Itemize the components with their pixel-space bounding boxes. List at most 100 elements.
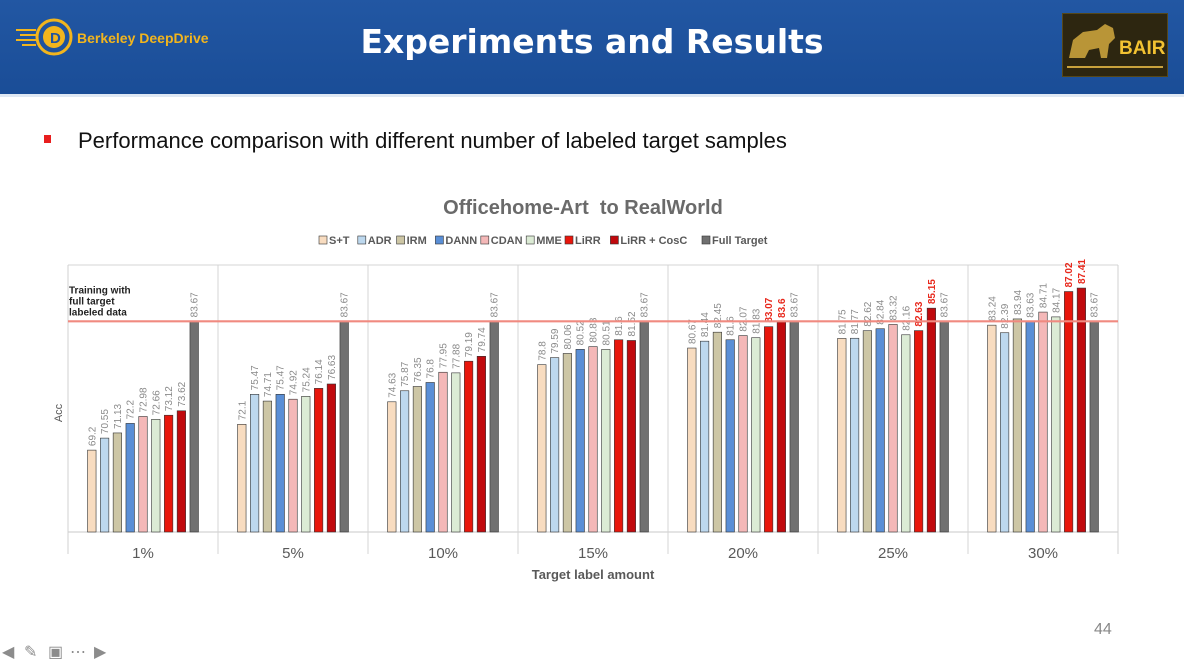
bar [626,340,636,533]
previous-slide-icon[interactable]: ◀ [2,644,15,661]
data-label: 82.84 [876,299,887,324]
x-tick-label: 30% [1028,545,1058,562]
chart-legend: S+T ADR IRM DANN CDAN MME LiRR LiRR + CosC Full … [318,235,768,247]
x-axis-label: Target label amount [532,567,655,582]
more-options-icon[interactable]: ⋯ [70,644,86,661]
slides-icon[interactable]: ▣ [48,644,64,661]
data-label: 83.24 [987,296,998,321]
legend-entry: LiRR + CosC [620,235,687,247]
bar [987,324,997,533]
data-label: 82.62 [863,301,874,326]
data-label: 83.07 [764,297,775,322]
deepdrive-logo-icon: D [16,18,73,56]
data-label: 81.6 [726,316,737,336]
bar [387,401,397,533]
bar [588,346,598,533]
chart-title: Officehome-Art to RealWorld [443,197,723,219]
bar [537,364,547,533]
bar [1064,291,1074,533]
legend-entry: CDAN [491,235,523,247]
y-axis-label: Acc [53,403,65,422]
bar [776,321,786,533]
data-label: 83.67 [340,292,351,317]
data-label: 73.62 [177,381,188,406]
bar [939,321,949,533]
bar [1038,311,1048,533]
legend-entry: IRM [407,235,427,247]
data-label: 83.67 [190,292,201,317]
data-label: 75.24 [301,367,312,392]
bar [400,390,410,533]
data-label: 83.67 [940,292,951,317]
bar [712,331,722,533]
bar [914,330,924,533]
legend-entry: S+T [329,235,350,247]
data-label: 78.8 [537,341,548,361]
data-label: 72.66 [151,390,162,415]
page-number: 44 [1094,621,1112,638]
bar [412,386,422,533]
legend-swatch [525,235,535,245]
bar [189,321,199,533]
x-tick-label: 1% [132,545,154,562]
data-label: 83.32 [889,295,900,320]
legend-swatch [480,235,490,245]
bar [425,382,435,533]
bar [926,307,936,533]
legend-swatch [396,235,405,245]
bair-text: BAIR [1119,38,1166,59]
bar [176,410,186,533]
bar [275,394,285,533]
x-tick-label: 25% [878,545,908,562]
bar [451,372,461,533]
bar [700,340,710,533]
bar [476,356,486,533]
bar [464,360,474,533]
legend-swatch [435,235,444,245]
legend-entry: LiRR [575,235,601,247]
legend-swatch [318,235,328,245]
data-label: 79.19 [464,332,475,357]
data-label: 83.67 [490,292,501,317]
slideshow-controls: ◀ ✎ ▣ ⋯ ▶ [2,642,122,666]
bar [1076,287,1086,533]
bear-icon [1067,24,1163,68]
bar [87,449,97,533]
x-tick-label: 5% [282,545,304,562]
data-label: 81.52 [627,311,638,336]
data-label: 77.95 [439,343,450,368]
data-label: 76.8 [426,359,437,379]
data-label: 80.67 [687,319,698,344]
data-label: 84.17 [1051,287,1062,312]
bar [550,357,560,533]
reference-line-label: labeled data [69,307,127,318]
bar [339,321,349,533]
data-label: 76.14 [314,359,325,384]
slide-title: Experiments and Results [360,22,824,61]
data-label: 84.71 [1039,283,1050,308]
next-slide-icon[interactable]: ▶ [94,644,107,661]
data-label: 80.83 [589,317,600,342]
data-label: 72.2 [126,400,137,420]
data-label: 83.63 [1026,292,1037,317]
data-label: 83.67 [640,292,651,317]
data-label: 75.87 [400,361,411,386]
legend-entry: MME [536,235,562,247]
data-label: 82.39 [1000,303,1011,328]
data-label: 80.06 [563,324,574,349]
data-label: 81.6 [614,316,625,336]
x-tick-label: 15% [578,545,608,562]
data-label: 87.02 [1064,262,1075,287]
bar [614,339,624,533]
bar [438,371,448,533]
data-label: 76.35 [413,357,424,382]
chart-plot: 69.270.55 71.13 72.2 72.98 72.66 73.12 73.62 83… [67,259,1119,562]
data-label: 76.63 [327,355,338,380]
data-label: 70.55 [100,409,111,434]
data-label: 79.74 [477,327,488,352]
bar [901,334,911,533]
x-tick-label: 20% [728,545,758,562]
pen-icon[interactable]: ✎ [24,644,38,661]
bullet-text: Performance comparison with different nu… [78,128,787,153]
data-label: 83.94 [1013,289,1024,314]
